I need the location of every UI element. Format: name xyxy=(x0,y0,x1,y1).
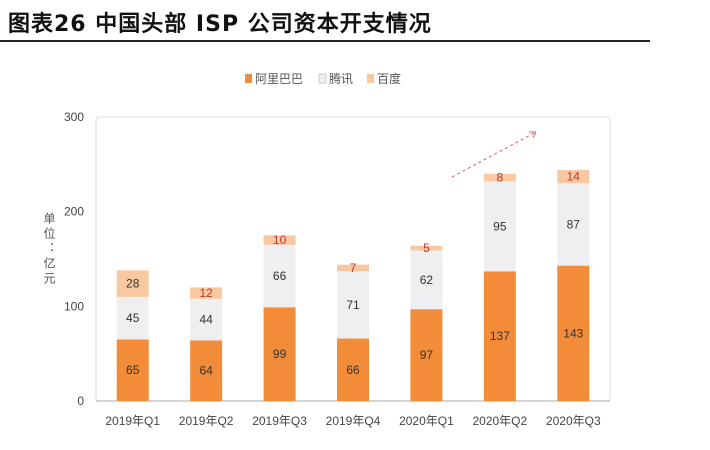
data-label: 10 xyxy=(273,233,287,247)
bar-segment xyxy=(557,170,590,184)
data-label: 95 xyxy=(493,219,507,233)
x-tick-label: 2019年Q1 xyxy=(105,414,160,428)
bar-segment xyxy=(116,296,149,340)
trend-arrow-head-icon xyxy=(529,131,537,139)
bar-segment xyxy=(557,265,590,401)
bar-segment xyxy=(190,340,223,401)
data-label: 7 xyxy=(350,261,357,275)
bar-segment xyxy=(116,270,149,297)
bar-segment xyxy=(483,181,516,272)
legend-label: 腾讯 xyxy=(329,71,353,86)
data-label: 66 xyxy=(346,363,360,377)
bar-segment xyxy=(263,307,296,401)
bar-segment xyxy=(410,245,443,251)
x-tick-label: 2019年Q4 xyxy=(326,414,381,428)
legend-label: 百度 xyxy=(377,71,401,86)
data-label: 66 xyxy=(273,269,287,283)
legend-swatch xyxy=(245,74,252,83)
data-label: 44 xyxy=(199,313,213,327)
data-label: 87 xyxy=(567,217,581,231)
trend-arrow-line xyxy=(451,131,537,178)
data-label: 99 xyxy=(273,347,287,361)
data-label: 8 xyxy=(497,171,504,185)
data-label: 12 xyxy=(199,286,213,300)
bar-segment xyxy=(410,250,443,310)
bar-segment xyxy=(190,298,223,341)
bar-segment xyxy=(337,338,369,401)
data-label: 143 xyxy=(563,326,583,340)
y-tick-label: 300 xyxy=(64,110,84,124)
bar-segment xyxy=(263,235,296,245)
y-tick-label: 0 xyxy=(77,394,84,408)
data-label: 62 xyxy=(420,273,434,287)
bar-segment xyxy=(116,339,149,401)
data-label: 65 xyxy=(126,363,140,377)
y-tick-label: 100 xyxy=(64,299,84,313)
data-label: 28 xyxy=(126,277,140,291)
bar-segment xyxy=(483,173,516,182)
y-axis-label: 单位：亿元 xyxy=(42,212,56,287)
data-label: 14 xyxy=(567,170,581,184)
legend-label: 阿里巴巴 xyxy=(255,72,303,86)
x-tick-label: 2019年Q2 xyxy=(179,414,234,428)
data-label: 71 xyxy=(346,298,360,312)
data-label: 45 xyxy=(126,311,140,325)
bar-segment xyxy=(557,183,590,266)
x-tick-label: 2020年Q2 xyxy=(472,414,527,428)
y-tick-label: 200 xyxy=(64,205,84,219)
figure-title: 图表26 中国头部 ISP 公司资本开支情况 xyxy=(8,12,432,37)
data-label: 64 xyxy=(199,364,213,378)
bar-segment xyxy=(410,309,443,401)
bar-segment xyxy=(263,244,296,308)
data-label: 97 xyxy=(420,348,434,362)
data-label: 137 xyxy=(490,329,510,343)
x-tick-label: 2020年Q3 xyxy=(546,414,601,428)
title-rule xyxy=(0,40,650,42)
bar-segment xyxy=(190,287,223,299)
bar-segment xyxy=(337,264,369,272)
legend-swatch xyxy=(367,74,374,83)
bar-segment xyxy=(337,271,369,339)
x-tick-label: 2019年Q3 xyxy=(252,414,307,428)
bar-segment xyxy=(483,271,516,401)
legend-swatch xyxy=(318,73,327,84)
data-label: 5 xyxy=(423,241,430,255)
x-tick-label: 2020年Q1 xyxy=(399,414,454,428)
